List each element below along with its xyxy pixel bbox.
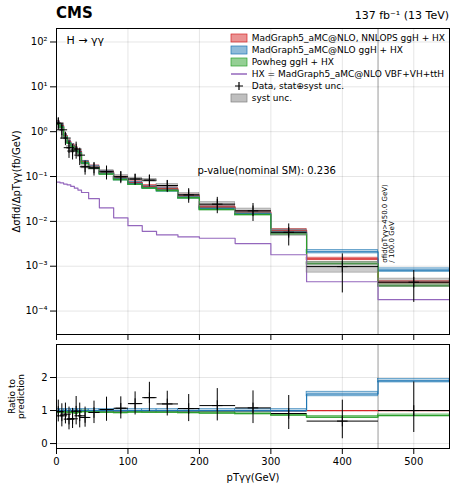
html-text:CMS: CMS — [56, 4, 93, 22]
svg-text:10⁻³: 10⁻³ — [25, 260, 47, 271]
svg-text:Δσfid/ΔpTγγ(fb/GeV): Δσfid/ΔpTγγ(fb/GeV) — [11, 130, 22, 232]
svg-text:0: 0 — [41, 438, 47, 449]
html-text:Powheg ggH + HX: Powheg ggH + HX — [251, 57, 334, 67]
svg-text:10²: 10² — [31, 36, 48, 47]
svg-text:0: 0 — [53, 456, 59, 467]
html-text:Data, stat⊕syst unc.: Data, stat⊕syst unc. — [251, 81, 345, 91]
svg-text:Ratio toprediction: Ratio toprediction — [7, 374, 26, 419]
svg-text:10⁻¹: 10⁻¹ — [25, 171, 47, 182]
svg-text:10⁻⁴: 10⁻⁴ — [25, 305, 47, 316]
svg-text:H → γγ: H → γγ — [67, 34, 105, 47]
svg-text:100: 100 — [118, 456, 137, 467]
html-text:137 fb⁻¹ (13 TeV): 137 fb⁻¹ (13 TeV) — [354, 9, 449, 22]
html-text:syst unc.: syst unc. — [251, 93, 292, 103]
svg-text:400: 400 — [333, 456, 352, 467]
html-text:MadGraph5_aMC@NLO ggH + HX: MadGraph5_aMC@NLO ggH + HX — [251, 45, 403, 55]
svg-text:10⁻²: 10⁻² — [25, 216, 47, 227]
html-text:MadGraph5_aMC@NLO, NNLOPS ggH: MadGraph5_aMC@NLO, NNLOPS ggH + HX — [251, 33, 445, 43]
svg-text:1: 1 — [41, 405, 47, 416]
svg-text:σfid(pTγγ>450.0 GeV)/ 100.0 Ge: σfid(pTγγ>450.0 GeV)/ 100.0 GeV — [381, 184, 396, 263]
svg-text:p-value(nominal SM): 0.236: p-value(nominal SM): 0.236 — [198, 165, 336, 176]
svg-text:200: 200 — [190, 456, 209, 467]
svg-text:2: 2 — [41, 372, 47, 383]
svg-text:pTγγ(GeV): pTγγ(GeV) — [227, 472, 280, 483]
svg-text:10⁰: 10⁰ — [31, 126, 48, 137]
svg-text:500: 500 — [404, 456, 423, 467]
svg-text:10¹: 10¹ — [31, 81, 48, 92]
svg-text:300: 300 — [261, 456, 280, 467]
html-text:HX = MadGraph5_aMC@NLO VBF+VH+: HX = MadGraph5_aMC@NLO VBF+VH+ttH — [251, 69, 444, 79]
